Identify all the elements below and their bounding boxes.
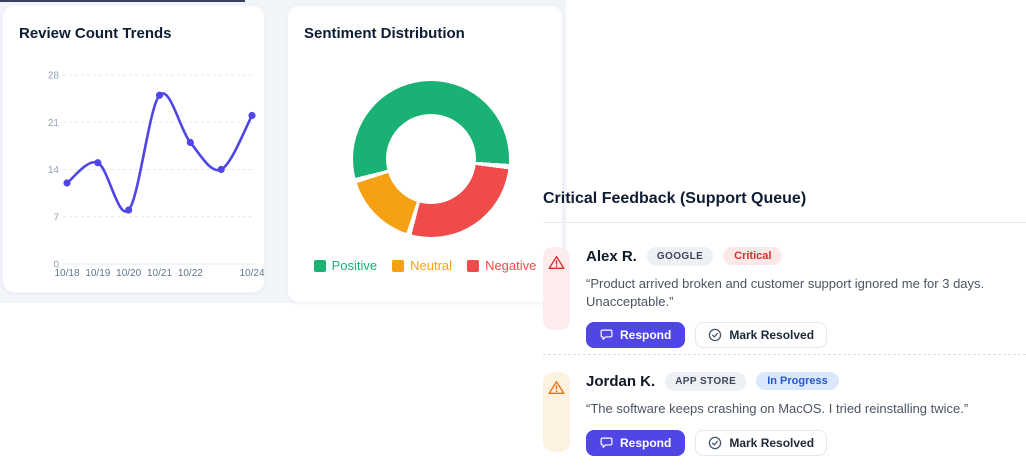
svg-text:10/18: 10/18 — [54, 268, 79, 279]
svg-text:21: 21 — [48, 118, 60, 129]
legend-label: Positive — [331, 258, 378, 273]
neutral-swatch-icon — [392, 259, 405, 272]
review-trends-card: Review Count Trends 0 7 14 21 28 10/18 10/19 10… — [2, 5, 265, 293]
review-trends-line-chart[interactable]: 0 7 14 21 28 10/18 10/19 10/20 10/21 10/22 10/24 — [3, 54, 264, 286]
feedback-quote: “Product arrived broken and customer sup… — [586, 276, 985, 309]
speech-bubble-icon — [600, 329, 613, 341]
mark-resolved-button[interactable]: Mark Resolved — [695, 322, 828, 349]
feedback-quote: “The software keeps crashing on MacOS. I… — [586, 401, 969, 416]
charts-panel: Review Count Trends 0 7 14 21 28 10/18 10/19 10… — [0, 0, 566, 303]
legend-label: Neutral — [410, 258, 453, 273]
header-divider — [543, 222, 1026, 223]
reviewer-name: Jordan K. — [586, 372, 656, 390]
source-badge: GOOGLE — [646, 246, 714, 266]
status-badge: Critical — [723, 247, 783, 265]
respond-button[interactable]: Respond — [586, 322, 686, 349]
sentiment-legend: Positive Neutral Negative — [288, 258, 562, 273]
svg-text:10/20: 10/20 — [116, 268, 141, 279]
review-trends-title: Review Count Trends — [19, 25, 172, 42]
top-edge-artifact — [0, 0, 245, 2]
warning-triangle-icon — [548, 380, 565, 395]
alert-strip — [543, 247, 570, 330]
sentiment-card: Sentiment Distribution Positive Neutral … — [287, 5, 563, 303]
positive-swatch-icon — [313, 259, 326, 272]
svg-text:10/19: 10/19 — [85, 268, 110, 279]
warning-triangle-icon — [548, 255, 565, 270]
support-queue-section: Critical Feedback (Support Queue) Alex R… — [543, 190, 1026, 456]
check-circle-icon — [709, 328, 722, 342]
status-badge: In Progress — [756, 372, 839, 390]
respond-button[interactable]: Respond — [586, 429, 686, 456]
check-circle-icon — [709, 436, 722, 449]
legend-item-neutral[interactable]: Neutral — [392, 258, 452, 273]
legend-item-negative[interactable]: Negative — [467, 258, 536, 273]
mark-resolved-button[interactable]: Mark Resolved — [695, 429, 828, 456]
item-divider — [543, 354, 1026, 355]
feedback-item: Jordan K. APP STORE In Progress “The sof… — [543, 371, 1016, 456]
reviewer-name: Alex R. — [586, 247, 637, 265]
speech-bubble-icon — [600, 437, 613, 448]
source-badge: APP STORE — [665, 371, 747, 391]
svg-text:10/24: 10/24 — [239, 268, 264, 279]
svg-text:0: 0 — [53, 260, 59, 271]
feedback-content: Jordan K. APP STORE In Progress “The sof… — [586, 371, 1016, 456]
negative-swatch-icon — [467, 259, 480, 272]
legend-label: Negative — [485, 258, 537, 273]
sentiment-donut-chart[interactable] — [353, 81, 509, 237]
feedback-content: Alex R. GOOGLE Critical “Product arrived… — [586, 246, 1016, 349]
legend-item-positive[interactable]: Positive — [313, 258, 378, 273]
sentiment-title: Sentiment Distribution — [304, 25, 465, 42]
alert-strip — [543, 372, 570, 452]
svg-text:10/22: 10/22 — [178, 268, 203, 279]
svg-text:7: 7 — [53, 212, 59, 223]
support-queue-title: Critical Feedback (Support Queue) — [543, 190, 807, 207]
svg-text:14: 14 — [48, 165, 60, 176]
feedback-item: Alex R. GOOGLE Critical “Product arrived… — [543, 246, 1016, 349]
svg-text:10/21: 10/21 — [147, 268, 172, 279]
svg-text:28: 28 — [48, 71, 60, 82]
